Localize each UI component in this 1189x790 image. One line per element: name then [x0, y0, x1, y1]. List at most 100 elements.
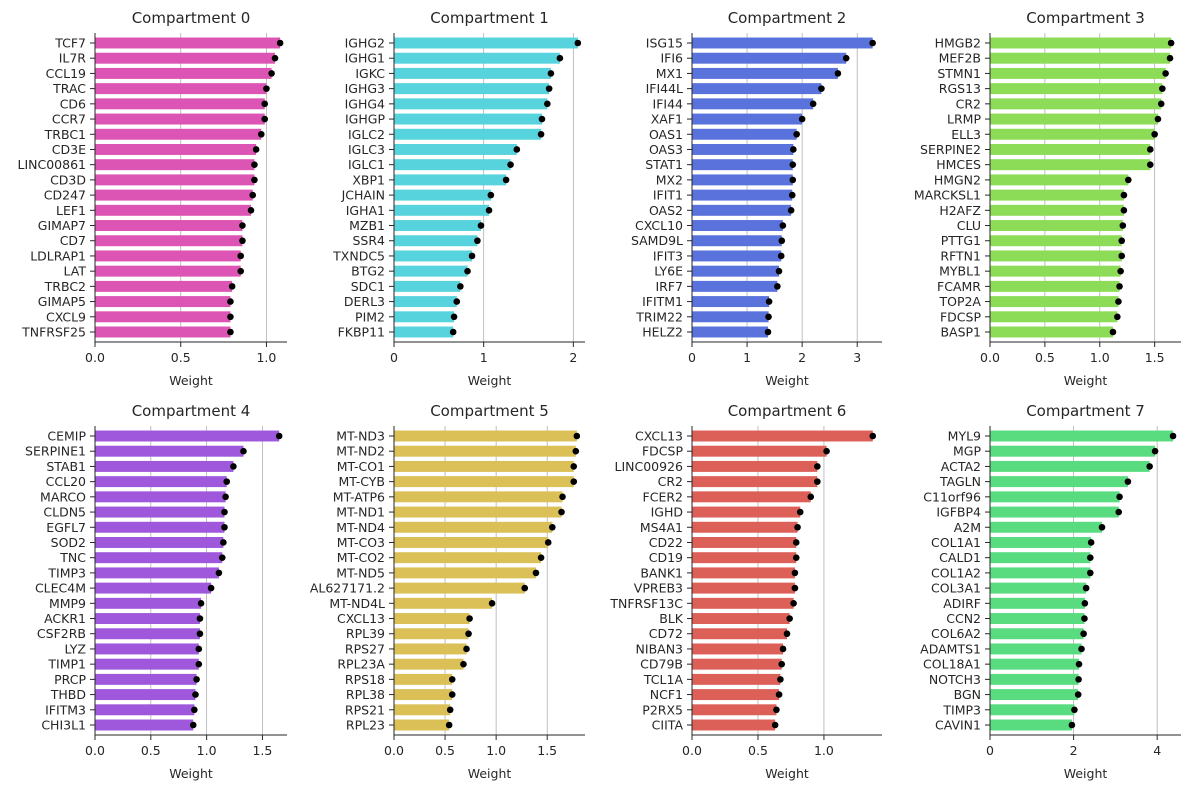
data-point	[791, 569, 799, 577]
data-point	[237, 267, 245, 275]
bar	[394, 265, 468, 277]
category-label: IGHG4	[345, 96, 385, 111]
data-point	[1115, 508, 1123, 516]
bar	[95, 311, 231, 323]
x-tick-label: 0	[986, 743, 994, 758]
x-tick-label: 1.0	[256, 350, 276, 365]
data-point	[1078, 645, 1085, 653]
data-point	[823, 447, 830, 455]
data-point	[573, 432, 581, 440]
category-label: TRIM22	[635, 309, 683, 324]
category-label: CXCL10	[635, 218, 683, 233]
category-label: JCHAIN	[341, 188, 385, 203]
data-point	[532, 569, 540, 577]
data-point	[1118, 237, 1126, 245]
bar	[95, 476, 227, 488]
bar	[394, 704, 451, 716]
category-label: RPL38	[346, 687, 385, 702]
category-label: BLK	[659, 611, 684, 626]
bar	[95, 204, 251, 216]
data-point	[464, 267, 471, 275]
bar	[95, 521, 225, 533]
category-label: HELZ2	[642, 325, 683, 340]
bar	[95, 280, 233, 292]
category-label: RPS18	[345, 672, 385, 687]
category-label: PRCP	[54, 672, 86, 687]
bar	[990, 159, 1151, 171]
bar	[692, 143, 794, 155]
category-label: COL3A1	[931, 581, 981, 596]
bar	[990, 491, 1120, 503]
category-label: TOP2A	[938, 294, 981, 309]
category-label: BASP1	[940, 325, 981, 340]
bar	[990, 628, 1084, 640]
bar	[692, 704, 777, 716]
x-axis-label: Weight	[1064, 766, 1108, 781]
category-label: CD22	[649, 535, 683, 550]
data-point	[1119, 222, 1127, 229]
bar	[394, 552, 542, 564]
data-point	[1146, 146, 1154, 153]
bar	[394, 476, 574, 488]
bar	[95, 430, 280, 442]
category-label: BANK1	[640, 565, 683, 580]
chart-title: Compartment 1	[430, 9, 549, 27]
data-point	[1071, 706, 1078, 714]
bar	[394, 506, 562, 518]
data-point	[453, 298, 461, 305]
x-axis-label: Weight	[169, 373, 213, 388]
data-point	[773, 706, 780, 714]
data-point	[1162, 70, 1169, 77]
bar	[394, 460, 574, 472]
bar	[692, 204, 792, 216]
category-label: MT-CO3	[337, 535, 385, 550]
data-point	[1114, 313, 1121, 321]
data-point	[537, 130, 545, 138]
bar	[394, 491, 563, 503]
data-point	[869, 432, 877, 440]
data-point	[1087, 554, 1094, 561]
bar	[394, 98, 548, 110]
category-label: COL1A2	[931, 565, 981, 580]
category-label: SERPINE1	[25, 444, 86, 459]
data-point	[196, 630, 204, 638]
bar	[394, 174, 507, 186]
data-point	[1120, 207, 1128, 214]
category-label: HMCES	[936, 157, 981, 172]
data-point	[487, 191, 495, 199]
data-point	[574, 39, 582, 47]
category-label: CXCL13	[337, 611, 385, 626]
chart-title: Compartment 2	[728, 9, 847, 27]
category-label: P2RX5	[642, 702, 683, 717]
data-point	[549, 523, 556, 531]
category-label: LAT	[64, 264, 87, 279]
data-point	[1098, 523, 1106, 531]
category-label: MARCO	[40, 489, 86, 504]
category-label: MYBL1	[939, 264, 981, 279]
data-point	[798, 115, 806, 123]
data-point	[466, 615, 473, 622]
category-label: LDLRAP1	[30, 248, 86, 263]
category-label: CEMIP	[47, 429, 86, 444]
bar	[692, 280, 778, 292]
bar	[692, 189, 793, 201]
bar	[95, 445, 244, 457]
data-point	[547, 70, 555, 77]
category-label: MYL9	[948, 429, 981, 444]
data-point	[777, 252, 785, 260]
bar	[692, 430, 873, 442]
bar	[95, 37, 281, 49]
data-point	[778, 660, 786, 668]
data-point	[789, 161, 797, 168]
x-axis-label: Weight	[765, 766, 809, 781]
category-label: ADIRF	[943, 596, 981, 611]
bar	[692, 552, 797, 564]
x-tick-label: 2	[569, 350, 577, 365]
category-label: CR2	[956, 96, 981, 111]
bar	[95, 506, 225, 518]
data-point	[228, 283, 236, 290]
category-label: SSR4	[352, 233, 385, 248]
bar	[394, 643, 467, 655]
category-label: DERL3	[344, 294, 385, 309]
bar	[990, 37, 1172, 49]
